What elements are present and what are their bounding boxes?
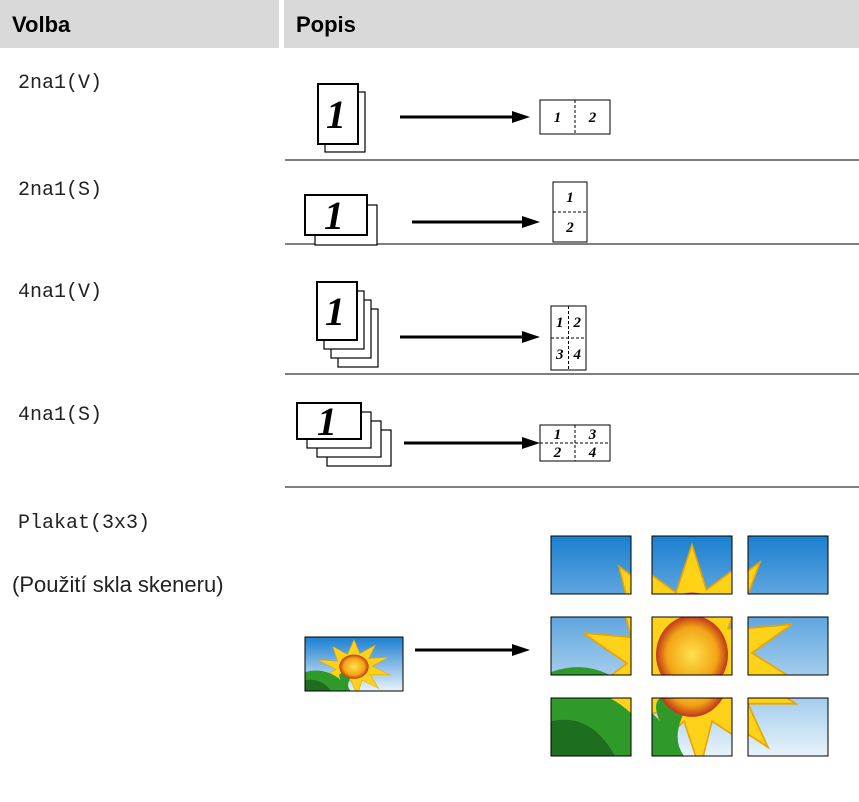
result-number: 1 xyxy=(566,190,574,206)
tile-border xyxy=(550,535,632,595)
result-number: 1 xyxy=(556,315,564,331)
tile-border xyxy=(651,535,733,595)
arrow-head xyxy=(522,216,540,228)
option: 4na1(S) xyxy=(18,404,102,427)
option: 4na1(V) xyxy=(18,281,102,304)
page-sheet xyxy=(296,402,362,440)
page-sheet xyxy=(316,281,358,341)
arrow-head xyxy=(512,111,530,123)
result-number: 3 xyxy=(588,427,597,443)
tile-border xyxy=(651,697,733,757)
arrow-head xyxy=(522,437,540,449)
tile-border xyxy=(747,697,829,757)
header-cell xyxy=(0,0,279,48)
poster-diagram xyxy=(304,636,404,692)
arrow-head xyxy=(522,331,540,343)
source-number: 1 xyxy=(317,399,337,444)
option: Plakat(3x3) xyxy=(18,512,150,535)
source-number: 1 xyxy=(325,289,345,334)
page-sheet xyxy=(304,194,368,236)
header-cell xyxy=(284,0,859,48)
result-number: 3 xyxy=(555,347,564,363)
result-number: 1 xyxy=(554,427,562,443)
header-text: Volba xyxy=(12,12,71,37)
tile-border xyxy=(550,697,632,757)
header-text: Popis xyxy=(296,12,356,37)
result-number: 4 xyxy=(573,347,582,363)
tile-border xyxy=(651,616,733,676)
tile-border xyxy=(747,616,829,676)
result-number: 1 xyxy=(554,110,562,126)
result-number: 2 xyxy=(588,110,597,126)
option: 2na1(V) xyxy=(18,72,102,95)
note: (Použití skla skeneru) xyxy=(12,572,224,597)
arrow-head xyxy=(512,644,530,656)
result-number: 2 xyxy=(565,220,574,236)
option: 2na1(S) xyxy=(18,179,102,202)
result-number: 4 xyxy=(588,445,597,461)
page-sheet xyxy=(317,83,359,145)
result-number: 2 xyxy=(553,445,562,461)
source-number: 1 xyxy=(326,92,346,137)
tile-border xyxy=(747,535,829,595)
source-number: 1 xyxy=(324,193,344,238)
result-number: 2 xyxy=(573,315,582,331)
tile-border xyxy=(550,616,632,676)
